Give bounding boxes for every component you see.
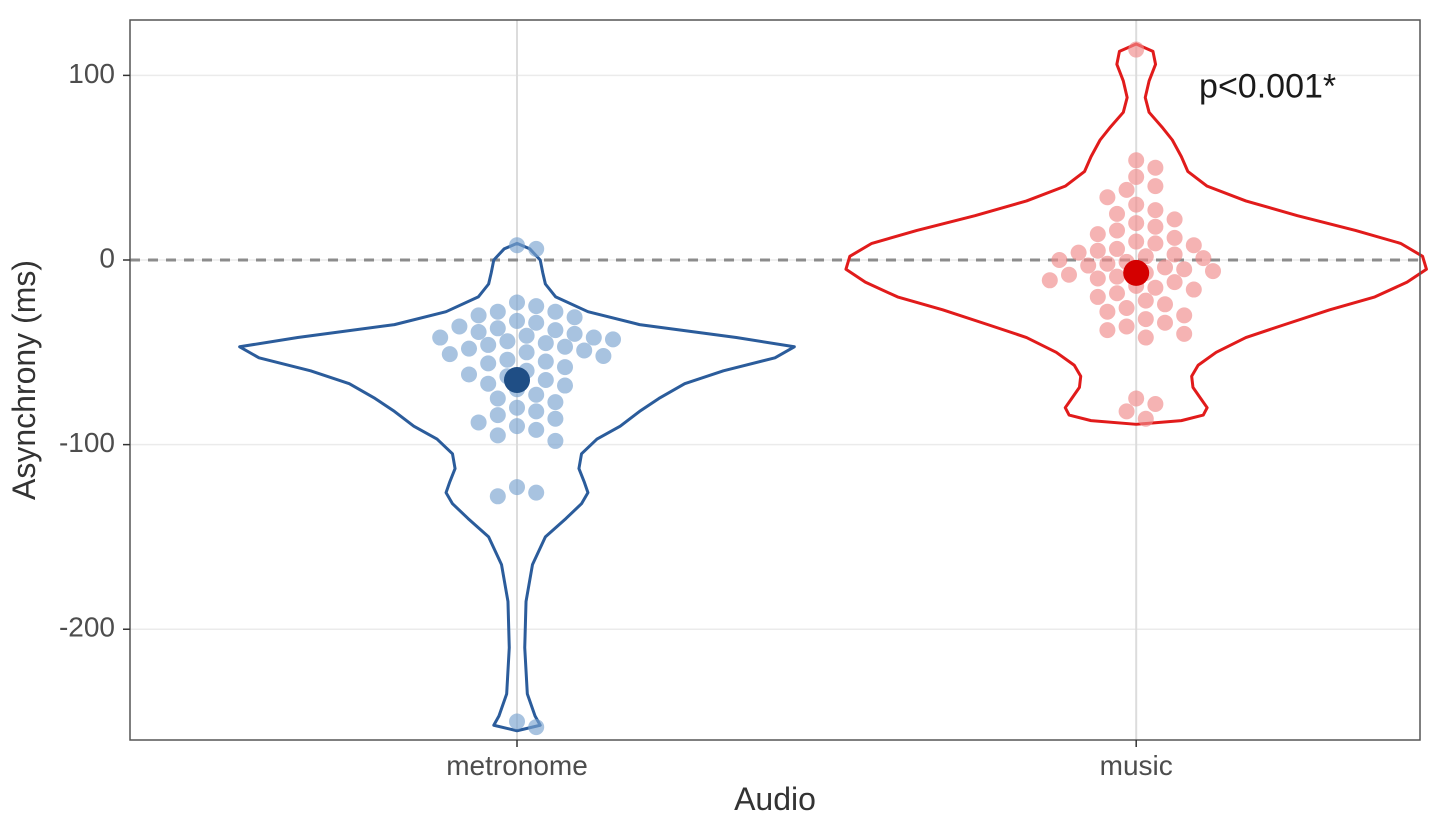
svg-text:Audio: Audio — [734, 781, 816, 817]
svg-text:-100: -100 — [59, 427, 115, 458]
svg-text:Asynchrony (ms): Asynchrony (ms) — [6, 260, 42, 500]
svg-text:-200: -200 — [59, 612, 115, 643]
violin-chart: -200 -100 0 100 metronome music Audio Asynchron… — [0, 0, 1437, 836]
svg-text:0: 0 — [99, 242, 115, 273]
chart-svg: -200 -100 0 100 metronome music Audio Asynchron… — [0, 0, 1437, 836]
svg-text:metronome: metronome — [446, 750, 588, 781]
svg-text:100: 100 — [68, 58, 115, 89]
svg-text:p<0.001*: p<0.001* — [1199, 68, 1336, 106]
svg-text:music: music — [1100, 750, 1173, 781]
